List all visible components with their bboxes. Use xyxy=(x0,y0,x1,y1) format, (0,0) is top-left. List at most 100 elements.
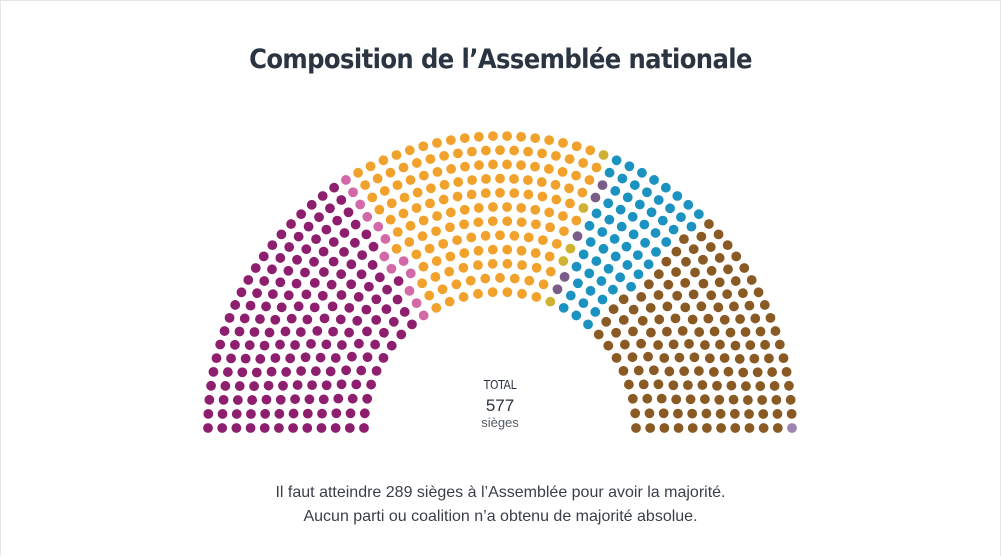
seat-party-7 xyxy=(774,339,785,350)
seat-party-3 xyxy=(523,175,533,186)
seat-party-6 xyxy=(651,247,661,257)
seat-party-7 xyxy=(767,367,778,377)
seat-party-1 xyxy=(252,288,262,299)
seat-party-7 xyxy=(627,393,638,404)
seat-party-6 xyxy=(672,191,683,201)
seat-party-6 xyxy=(583,319,593,330)
seat-party-3 xyxy=(517,288,527,299)
seat-party-7 xyxy=(709,326,720,337)
seat-party-7 xyxy=(784,380,794,391)
seat-party-1 xyxy=(361,229,372,240)
seat-party-1 xyxy=(245,423,256,433)
seat-party-3 xyxy=(578,158,589,168)
seat-party-1 xyxy=(249,381,259,392)
seat-party-3 xyxy=(385,214,396,225)
seat-party-1 xyxy=(364,281,374,292)
seat-party-7 xyxy=(785,394,796,405)
seat-party-7 xyxy=(636,292,647,302)
seat-party-1 xyxy=(382,284,392,295)
seat-party-1 xyxy=(302,423,313,433)
seat-party-3 xyxy=(481,145,491,156)
seat-party-6 xyxy=(611,155,622,166)
seat-party-1 xyxy=(341,365,352,376)
seat-party-1 xyxy=(362,393,373,404)
seat-party-1 xyxy=(339,247,349,257)
seat-party-6 xyxy=(591,256,602,266)
seat-party-2 xyxy=(386,263,397,274)
seat-party-1 xyxy=(321,380,332,391)
seat-party-3 xyxy=(460,161,470,172)
seat-party-1 xyxy=(270,353,281,363)
seat-party-1 xyxy=(288,423,298,433)
seat-party-3 xyxy=(444,266,455,277)
seat-party-3 xyxy=(531,262,542,273)
seat-party-3 xyxy=(424,290,435,301)
seat-party-7 xyxy=(680,278,691,288)
seat-party-7 xyxy=(725,327,736,338)
seat-party-3 xyxy=(445,207,456,218)
seat-party-7 xyxy=(646,327,656,338)
seat-party-7 xyxy=(770,326,781,336)
seat-party-3 xyxy=(509,145,519,156)
seat-party-7 xyxy=(750,313,761,324)
seat-party-1 xyxy=(300,267,310,278)
seat-party-6 xyxy=(598,243,609,254)
seat-party-3 xyxy=(487,287,498,298)
seat-party-6 xyxy=(642,187,652,198)
seat-party-6 xyxy=(676,212,686,223)
seat-party-1 xyxy=(371,314,382,325)
seat-party-3 xyxy=(530,204,541,215)
seat-party-1 xyxy=(335,314,346,325)
seat-party-6 xyxy=(585,237,596,247)
seat-party-1 xyxy=(274,423,284,433)
seat-party-7 xyxy=(642,393,653,404)
seat-party-1 xyxy=(206,380,216,391)
seat-party-3 xyxy=(516,131,527,142)
seat-party-7 xyxy=(744,300,755,311)
seat-party-1 xyxy=(407,319,417,330)
seat-party-7 xyxy=(749,353,760,364)
seat-party-7 xyxy=(659,353,670,363)
seat-party-1 xyxy=(316,423,327,433)
seat-party-1 xyxy=(263,380,274,391)
seat-party-7 xyxy=(706,290,717,301)
seat-party-7 xyxy=(696,301,707,312)
seat-party-7 xyxy=(653,379,664,390)
seat-party-7 xyxy=(765,312,776,323)
seat-party-6 xyxy=(571,261,582,272)
seat-party-7 xyxy=(755,381,766,391)
seat-party-6 xyxy=(578,249,589,260)
seat-party-1 xyxy=(344,302,355,313)
seat-party-7 xyxy=(700,394,710,405)
seat-party-7 xyxy=(628,326,638,337)
seat-party-3 xyxy=(523,146,534,157)
seat-party-3 xyxy=(411,203,422,213)
seat-party-6 xyxy=(633,269,644,280)
seat-party-3 xyxy=(438,238,449,249)
seat-party-5 xyxy=(572,231,583,242)
seat-party-1 xyxy=(301,244,312,255)
seat-party-3 xyxy=(537,148,547,159)
seat-party-3 xyxy=(516,160,526,171)
seat-party-3 xyxy=(502,202,512,212)
seat-party-3 xyxy=(438,194,449,205)
seat-party-7 xyxy=(673,408,683,419)
seat-party-1 xyxy=(281,367,292,377)
seat-party-6 xyxy=(657,215,668,226)
seat-party-7 xyxy=(659,423,670,433)
seat-party-1 xyxy=(211,353,222,364)
seat-party-1 xyxy=(319,313,330,324)
seat-party-3 xyxy=(430,271,441,282)
seat-party-7 xyxy=(698,278,709,289)
seat-party-1 xyxy=(288,408,299,419)
seat-party-3 xyxy=(398,208,409,219)
seat-party-1 xyxy=(222,367,233,377)
seat-party-7 xyxy=(731,251,742,262)
seat-party-3 xyxy=(531,292,542,302)
seat-party-1 xyxy=(217,423,228,433)
seat-party-3 xyxy=(584,175,595,185)
seat-party-7 xyxy=(645,423,656,433)
seat-party-3 xyxy=(551,150,561,161)
seat-party-1 xyxy=(354,338,364,349)
seat-party-1 xyxy=(301,289,312,300)
